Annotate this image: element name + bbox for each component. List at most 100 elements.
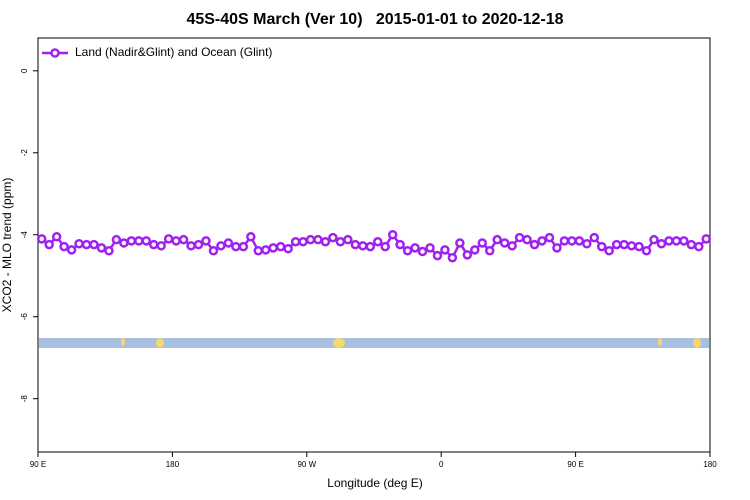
chart-title: 45S-40S March (Ver 10) 2015-01-01 to 202… xyxy=(186,11,563,28)
data-point xyxy=(81,239,92,250)
data-point xyxy=(559,236,570,246)
data-point xyxy=(507,241,517,251)
data-point xyxy=(298,236,308,247)
plot-frame xyxy=(37,37,711,453)
data-point xyxy=(328,232,338,243)
data-point xyxy=(432,250,443,261)
data-point xyxy=(462,250,473,260)
data-point xyxy=(305,234,316,245)
data-point xyxy=(567,236,577,246)
data-point xyxy=(231,241,241,252)
data-point xyxy=(477,238,488,248)
data-point xyxy=(671,236,682,246)
data-point xyxy=(596,241,607,252)
data-point xyxy=(66,245,77,255)
data-point xyxy=(186,241,196,251)
data-point xyxy=(679,236,689,246)
land-patch xyxy=(156,338,164,348)
data-point xyxy=(492,234,502,245)
data-point xyxy=(163,234,174,244)
data-point xyxy=(44,239,54,250)
data-point xyxy=(268,243,278,253)
data-point xyxy=(619,239,629,250)
data-point xyxy=(59,241,69,252)
data-point xyxy=(664,236,674,246)
data-point xyxy=(626,241,637,251)
data-point xyxy=(484,245,495,256)
data-point xyxy=(410,243,420,253)
data-point xyxy=(440,245,450,255)
data-point xyxy=(402,245,413,256)
data-point xyxy=(522,234,532,245)
data-point xyxy=(126,236,137,246)
data-point xyxy=(529,239,540,250)
x-tick-label: 90 W xyxy=(297,460,316,469)
data-point xyxy=(119,238,129,248)
data-point xyxy=(694,241,704,252)
y-tick-label: -2 xyxy=(20,149,29,157)
data-point xyxy=(238,241,249,252)
data-point xyxy=(96,243,107,253)
data-point xyxy=(253,245,264,256)
data-point xyxy=(395,239,405,250)
data-point xyxy=(104,245,114,256)
data-point xyxy=(649,234,659,245)
x-axis-label: Longitude (deg E) xyxy=(327,476,422,490)
data-point xyxy=(193,239,204,250)
data-point xyxy=(74,239,84,249)
data-point xyxy=(470,245,480,255)
land-patch xyxy=(693,338,701,348)
data-point xyxy=(499,238,510,248)
data-point xyxy=(544,232,555,243)
land-patch xyxy=(333,338,345,348)
data-point xyxy=(358,241,368,251)
data-point xyxy=(686,239,697,250)
data-point xyxy=(148,239,159,250)
data-point xyxy=(290,236,301,247)
data-point xyxy=(260,245,271,255)
data-point xyxy=(51,232,62,242)
data-point xyxy=(417,246,428,257)
data-point xyxy=(701,234,712,244)
data-point xyxy=(171,236,181,246)
data-point xyxy=(275,241,286,252)
ocean-band xyxy=(39,338,709,348)
data-point xyxy=(574,236,585,246)
x-tick-label: 180 xyxy=(166,460,180,469)
data-point xyxy=(537,236,547,246)
land-mask-band xyxy=(39,338,709,348)
data-point xyxy=(372,236,383,247)
data-point xyxy=(223,238,234,248)
data-point xyxy=(425,243,435,253)
data-point xyxy=(141,236,152,246)
data-point xyxy=(313,234,323,245)
y-tick-label: -4 xyxy=(20,231,29,239)
data-point xyxy=(582,239,592,249)
land-patch xyxy=(121,338,125,346)
legend-marker xyxy=(50,48,60,58)
data-point xyxy=(634,241,644,252)
data-point xyxy=(216,241,226,251)
data-point xyxy=(36,234,47,244)
data-point xyxy=(246,232,256,242)
data-point xyxy=(111,234,122,245)
x-tick-label: 90 E xyxy=(567,460,583,469)
data-point xyxy=(201,236,211,246)
y-tick-label: 0 xyxy=(20,68,29,73)
data-point xyxy=(656,239,667,249)
data-point xyxy=(89,239,99,250)
data-point xyxy=(343,234,353,245)
data-point xyxy=(335,236,346,247)
y-axis-label: XCO2 - MLO trend (ppm) xyxy=(0,178,14,313)
data-point xyxy=(134,236,144,246)
data-point xyxy=(552,243,562,253)
data-point xyxy=(283,243,293,254)
legend-label: Land (Nadir&Glint) and Ocean (Glint) xyxy=(75,45,272,59)
x-tick-label: 0 xyxy=(439,460,444,469)
data-point xyxy=(320,236,331,247)
data-point xyxy=(208,245,219,256)
y-tick-label: -8 xyxy=(20,395,29,403)
data-point xyxy=(156,241,166,251)
data-point xyxy=(178,234,189,245)
